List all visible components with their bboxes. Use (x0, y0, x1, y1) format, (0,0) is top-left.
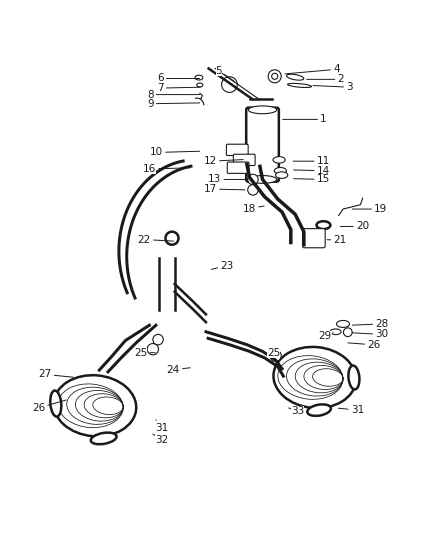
Text: 10: 10 (150, 148, 200, 157)
Text: 14: 14 (293, 166, 330, 176)
Text: 25: 25 (267, 348, 280, 358)
Text: 27: 27 (38, 369, 74, 379)
Ellipse shape (273, 347, 356, 408)
Text: 32: 32 (153, 434, 168, 445)
Text: 2: 2 (307, 75, 344, 84)
Circle shape (248, 174, 258, 184)
Text: 1: 1 (283, 115, 327, 124)
Text: 20: 20 (340, 221, 369, 231)
Text: 4: 4 (285, 64, 340, 74)
Text: 22: 22 (138, 235, 173, 245)
Text: 19: 19 (352, 204, 388, 214)
Ellipse shape (54, 375, 136, 437)
Ellipse shape (274, 167, 286, 174)
Ellipse shape (91, 433, 117, 444)
Circle shape (147, 344, 159, 355)
Text: 9: 9 (147, 99, 200, 109)
Ellipse shape (336, 320, 350, 327)
Ellipse shape (307, 405, 331, 416)
Text: 23: 23 (211, 261, 233, 271)
Text: 13: 13 (208, 174, 247, 184)
FancyBboxPatch shape (227, 162, 249, 173)
Circle shape (343, 328, 352, 336)
Ellipse shape (195, 75, 203, 80)
Ellipse shape (288, 84, 311, 87)
Ellipse shape (317, 221, 330, 229)
Ellipse shape (248, 106, 277, 114)
Ellipse shape (286, 74, 304, 80)
Text: 30: 30 (352, 329, 389, 340)
FancyBboxPatch shape (246, 108, 279, 182)
Circle shape (248, 184, 258, 195)
FancyBboxPatch shape (226, 144, 248, 156)
Text: 16: 16 (143, 164, 190, 174)
Text: 31: 31 (155, 419, 168, 433)
Text: 11: 11 (293, 156, 330, 166)
Text: 33: 33 (289, 406, 304, 416)
Text: 25: 25 (134, 348, 155, 358)
Circle shape (272, 73, 278, 79)
Text: 3: 3 (313, 82, 353, 92)
Ellipse shape (330, 329, 341, 335)
Text: 15: 15 (293, 174, 330, 184)
Text: 17: 17 (204, 184, 245, 194)
Ellipse shape (248, 175, 277, 183)
Text: 18: 18 (243, 204, 264, 214)
Text: 8: 8 (147, 90, 200, 100)
Text: 5: 5 (215, 66, 234, 81)
FancyBboxPatch shape (303, 229, 325, 248)
Text: 12: 12 (204, 156, 243, 166)
Text: 28: 28 (352, 319, 389, 329)
Text: 26: 26 (32, 400, 66, 413)
Ellipse shape (348, 366, 360, 390)
Circle shape (153, 334, 163, 345)
Circle shape (222, 77, 237, 92)
Ellipse shape (273, 157, 285, 163)
Text: 21: 21 (327, 236, 346, 245)
FancyBboxPatch shape (233, 154, 255, 166)
Text: 29: 29 (318, 331, 333, 341)
Ellipse shape (197, 83, 203, 87)
Ellipse shape (276, 172, 288, 179)
Circle shape (166, 232, 179, 245)
Text: 26: 26 (348, 340, 381, 350)
Text: 7: 7 (157, 83, 200, 93)
Circle shape (268, 70, 281, 83)
Text: 24: 24 (167, 365, 190, 375)
Text: 31: 31 (339, 405, 364, 415)
Circle shape (270, 350, 281, 361)
Ellipse shape (50, 391, 61, 417)
Text: 6: 6 (157, 74, 200, 84)
